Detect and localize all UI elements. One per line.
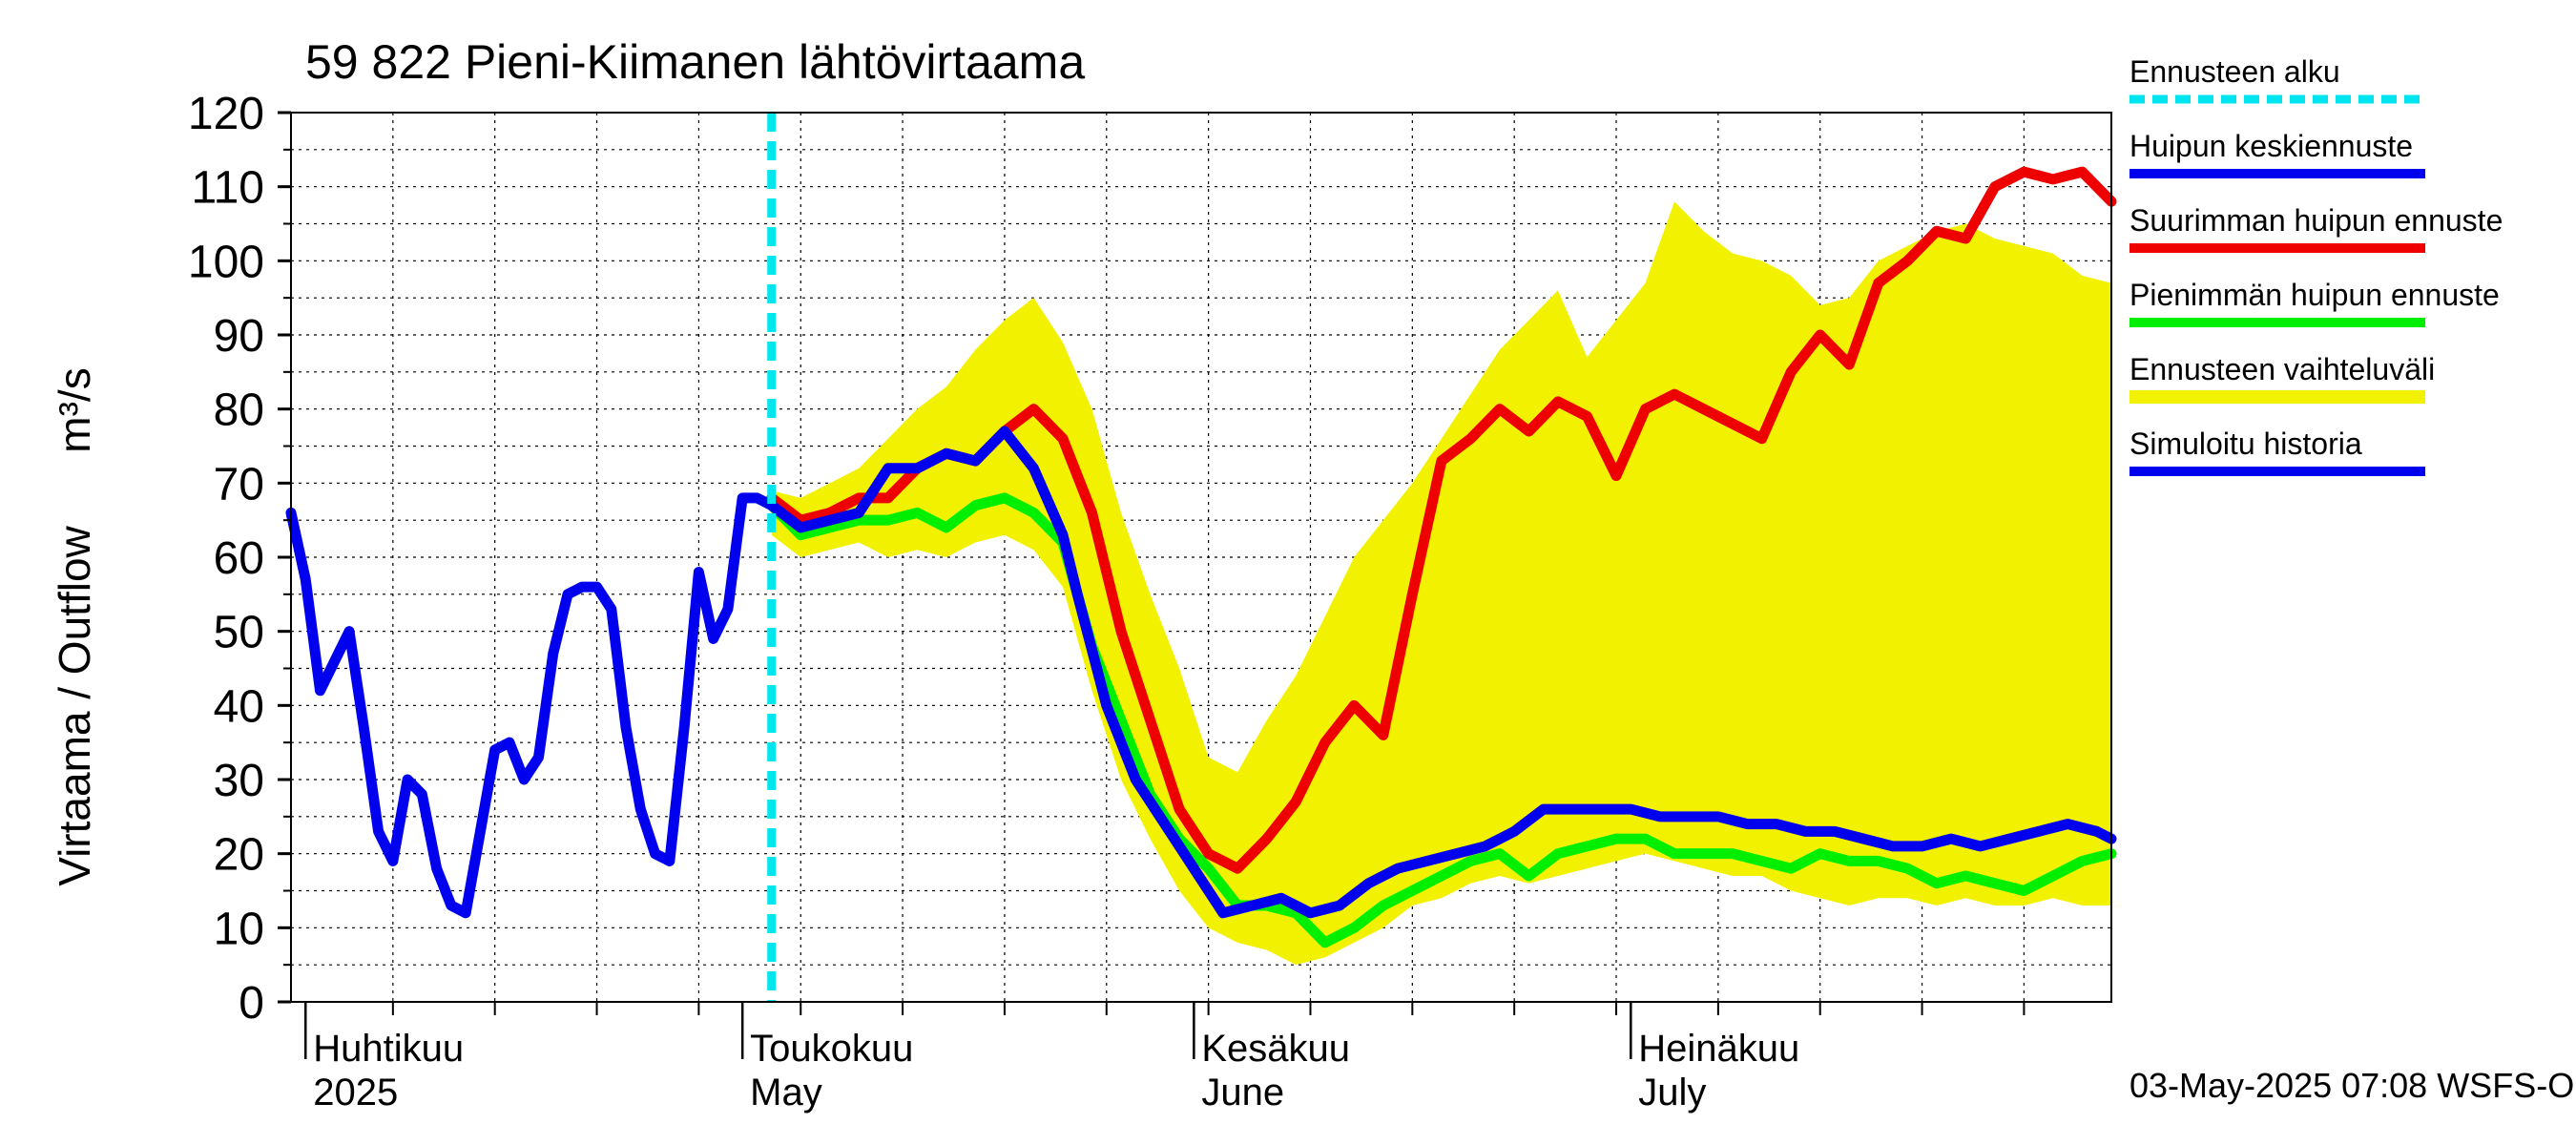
legend-label: Simuloitu historia: [2129, 427, 2362, 461]
x-month-label: Toukokuu: [750, 1028, 913, 1070]
y-tick-label: 110: [191, 163, 264, 214]
series-line-simuloitu-historia: [285, 492, 778, 919]
legend-label: Ennusteen alku: [2129, 54, 2340, 89]
y-tick-label: 50: [214, 608, 264, 658]
y-tick-label: 0: [239, 978, 264, 1029]
x-month-sublabel: 2025: [313, 1072, 398, 1114]
y-axis: 0 10 20 30 40 50 60 70 80 90 100 110 120: [188, 89, 291, 1029]
x-month-label: Heinäkuu: [1638, 1028, 1799, 1070]
plot-area: [285, 112, 2117, 1003]
y-tick-label: 30: [214, 756, 264, 806]
legend-swatch-band: [2129, 390, 2425, 404]
legend-label: Huipun keskiennuste: [2129, 129, 2413, 163]
series-line-huipun-keskiennuste: [766, 426, 2117, 919]
y-tick-label: 40: [214, 681, 264, 732]
legend: Ennusteen alku Huipun keskiennuste Suurimm…: [2129, 54, 2503, 476]
y-axis-label: Virtaama / Outflow: [50, 525, 99, 885]
y-tick-label: 20: [214, 830, 264, 881]
y-tick-label: 100: [188, 237, 264, 287]
y-tick-label: 60: [214, 533, 264, 584]
x-month-label: Huhtikuu: [313, 1028, 464, 1070]
y-tick-label: 70: [214, 459, 264, 510]
x-month-sublabel: July: [1638, 1072, 1706, 1114]
y-tick-label: 80: [214, 385, 264, 436]
footer-timestamp: 03-May-2025 07:08 WSFS-O: [2129, 1066, 2574, 1105]
legend-label: Pienimmän huipun ennuste: [2129, 278, 2500, 312]
series-lines: [285, 166, 2117, 948]
y-tick-label: 120: [188, 89, 264, 139]
x-month-sublabel: June: [1201, 1072, 1284, 1114]
y-tick-label: 10: [214, 904, 264, 954]
series-line-pienimm-n-huipun-ennuste: [766, 492, 2117, 948]
y-axis-unit: m³/s: [50, 367, 99, 452]
legend-label: Suurimman huipun ennuste: [2129, 203, 2503, 238]
y-tick-label: 90: [214, 311, 264, 362]
x-month-sublabel: May: [750, 1072, 822, 1114]
chart-title: 59 822 Pieni-Kiimanen lähtövirtaama: [305, 35, 1085, 89]
legend-label: Ennusteen vaihteluväli: [2129, 352, 2435, 386]
x-month-label: Kesäkuu: [1201, 1028, 1350, 1070]
